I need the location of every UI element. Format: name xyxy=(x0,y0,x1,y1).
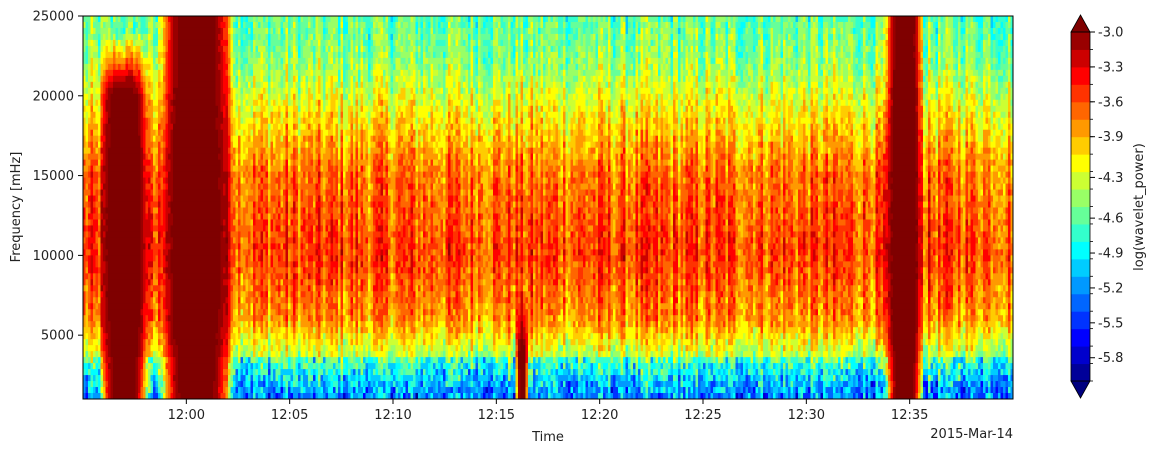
heatmap-area xyxy=(83,16,1014,400)
